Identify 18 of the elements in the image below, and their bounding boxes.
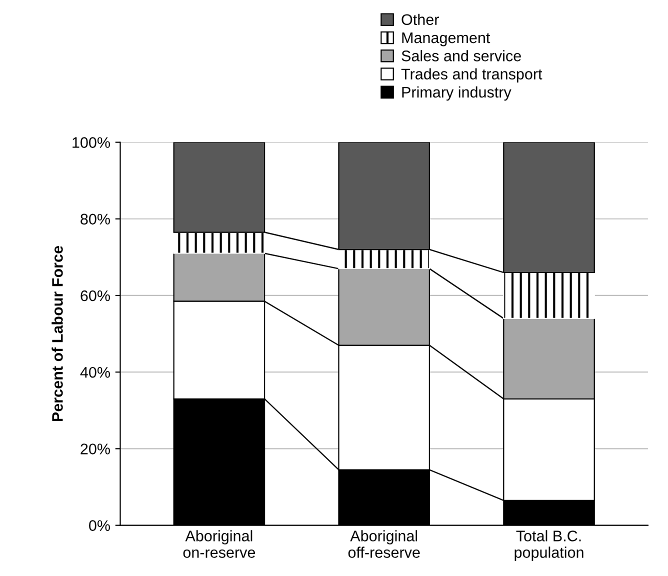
legend-label: Primary industry [402,86,512,101]
x-tick-label: Aboriginal on-reserve [183,530,256,558]
legend-label: Sales and service [402,50,521,62]
y-tick-label: 80% [80,214,110,225]
y-tick-label: 0% [89,520,110,531]
x-tick-label: Total B.C. population [514,530,584,561]
legend-label: Management [402,32,490,46]
legend-label: Trades and transport [401,68,542,82]
x-tick-label: Aboriginal off-reserve [348,530,420,558]
y-tick-label: 20% [80,444,110,454]
y-tick-label: 100% [72,137,110,148]
bar [173,232,266,254]
legend-label: Other [402,14,439,26]
bar [503,272,595,320]
y-axis-title: Percent of Labour Force [52,246,63,422]
y-tick-label: 60% [80,290,110,302]
y-tick-label: 40% [80,366,110,378]
bar [338,248,430,270]
